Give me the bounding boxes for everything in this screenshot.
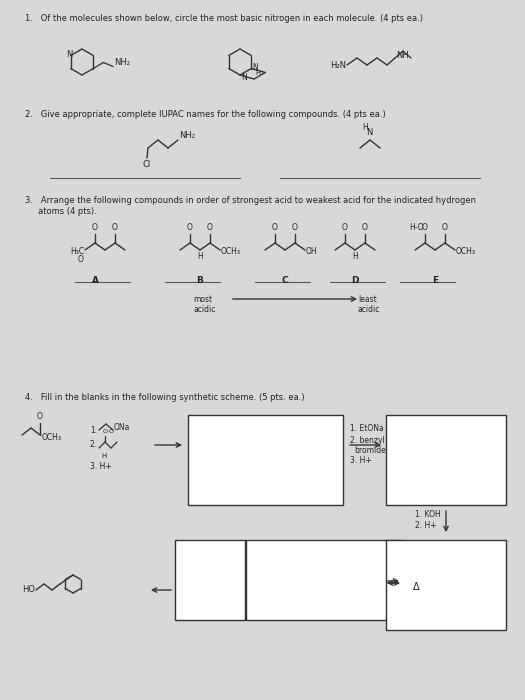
Text: OCH₃: OCH₃ — [42, 433, 62, 442]
Bar — [386, 540, 506, 630]
Text: O: O — [109, 429, 113, 434]
Text: most
acidic: most acidic — [193, 295, 215, 314]
Bar — [175, 540, 245, 620]
Bar — [246, 540, 401, 620]
Text: OCH₃: OCH₃ — [221, 248, 241, 256]
Text: 3. H+: 3. H+ — [90, 462, 112, 471]
Text: B: B — [196, 276, 204, 285]
Text: 4.   Fill in the blanks in the following synthetic scheme. (5 pts. ea.): 4. Fill in the blanks in the following s… — [25, 393, 304, 402]
Text: atoms (4 pts).: atoms (4 pts). — [25, 207, 97, 216]
Text: O: O — [272, 223, 278, 232]
Text: D: D — [351, 276, 359, 285]
Text: O: O — [102, 429, 108, 434]
Text: least
acidic: least acidic — [358, 295, 381, 314]
Text: ONa: ONa — [114, 423, 130, 431]
Text: H: H — [255, 70, 260, 76]
Text: HO: HO — [22, 585, 35, 594]
Text: 3. H+: 3. H+ — [350, 456, 372, 465]
Text: H: H — [352, 252, 358, 261]
Text: 1. KOH: 1. KOH — [415, 510, 441, 519]
Text: 2.: 2. — [90, 440, 97, 449]
Text: C: C — [282, 276, 288, 285]
Text: NH₂: NH₂ — [179, 132, 195, 141]
Text: O: O — [78, 256, 84, 265]
Text: Cl: Cl — [143, 160, 151, 169]
Text: O: O — [442, 223, 448, 232]
Bar — [386, 415, 506, 505]
Text: OH: OH — [306, 248, 318, 256]
Text: N: N — [366, 128, 372, 137]
Text: O: O — [187, 223, 193, 232]
Text: H-O: H-O — [410, 223, 424, 232]
Text: NH: NH — [396, 52, 409, 60]
Text: 1.   Of the molecules shown below, circle the most basic nitrogen in each molecu: 1. Of the molecules shown below, circle … — [25, 14, 423, 23]
Text: NH₂: NH₂ — [114, 58, 130, 67]
Text: E: E — [432, 276, 438, 285]
Text: H: H — [197, 252, 203, 261]
Text: O: O — [342, 223, 348, 232]
Text: O: O — [112, 223, 118, 232]
Text: 2. H+: 2. H+ — [415, 521, 437, 530]
Text: 3.   Arrange the following compounds in order of strongest acid to weakest acid : 3. Arrange the following compounds in or… — [25, 196, 476, 205]
Text: O: O — [37, 412, 43, 421]
Text: bromide: bromide — [354, 446, 386, 455]
Text: O: O — [292, 223, 298, 232]
Text: 1.: 1. — [90, 426, 97, 435]
Text: O: O — [362, 223, 368, 232]
Text: H: H — [362, 123, 368, 132]
Text: 2.   Give appropriate, complete IUPAC names for the following compounds. (4 pts : 2. Give appropriate, complete IUPAC name… — [25, 110, 386, 119]
Text: A: A — [91, 276, 99, 285]
Bar — [188, 415, 343, 505]
Text: 2. benzyl: 2. benzyl — [350, 436, 385, 445]
Text: N: N — [67, 50, 73, 59]
Text: O: O — [207, 223, 213, 232]
Text: H₂N: H₂N — [330, 60, 346, 69]
Text: O: O — [92, 223, 98, 232]
Text: H: H — [101, 453, 106, 459]
Text: OCH₃: OCH₃ — [456, 248, 476, 256]
Text: N: N — [241, 74, 247, 83]
Text: H₃C: H₃C — [70, 248, 84, 256]
Text: N: N — [252, 63, 258, 72]
Text: Δ: Δ — [413, 582, 419, 592]
Text: 1. EtONa: 1. EtONa — [350, 424, 384, 433]
Text: O: O — [422, 223, 428, 232]
